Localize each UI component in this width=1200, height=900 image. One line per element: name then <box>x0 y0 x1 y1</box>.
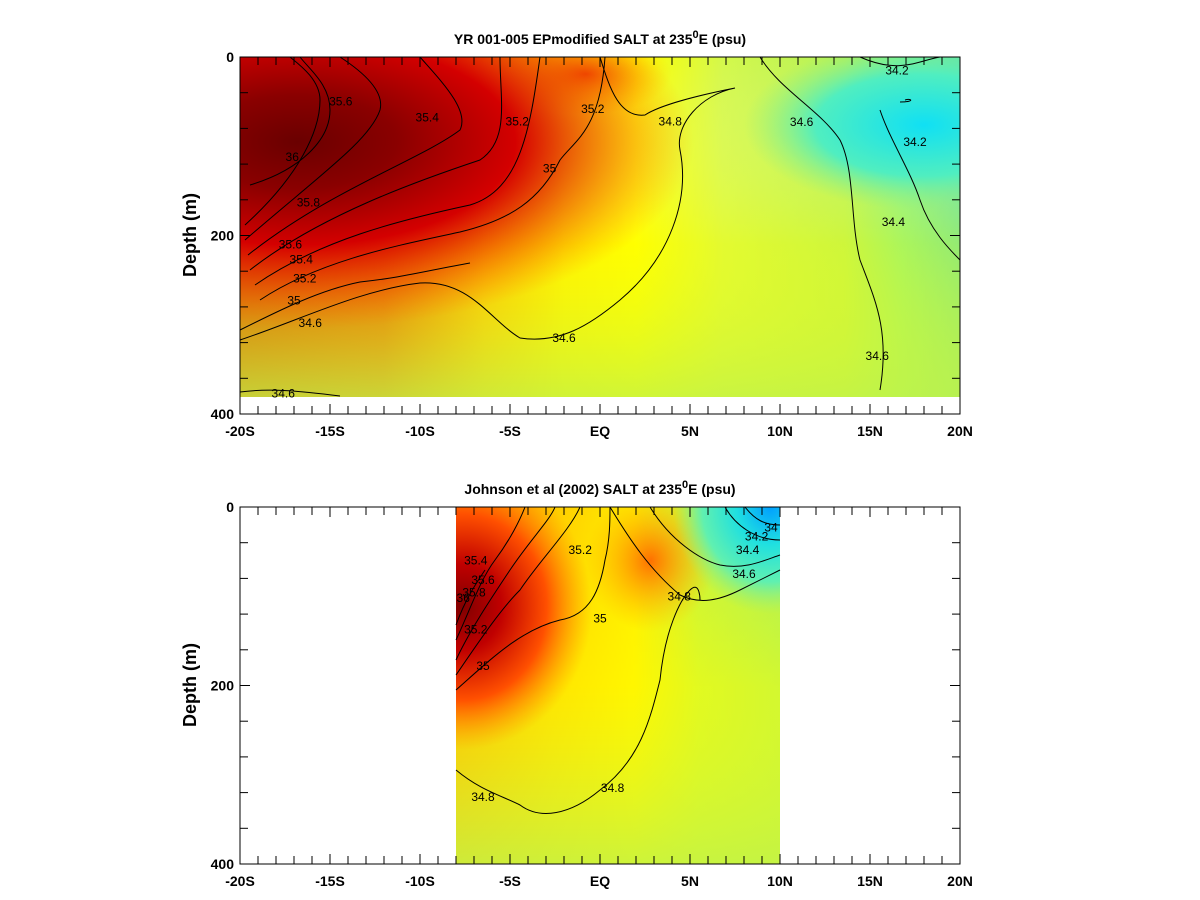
bottom-contour-label: 34.8 <box>601 781 625 795</box>
top-x-tick-labels: -20S -15S -10S -5S EQ 5N 10N 15N 20N <box>225 423 973 439</box>
bottom-contour-label: 35.2 <box>464 622 488 636</box>
top-contour-label: 35.2 <box>581 102 605 116</box>
top-contour-label: 34.6 <box>866 349 890 363</box>
bottom-panel-title: Johnson et al (2002) SALT at 2350E (psu) <box>464 479 735 497</box>
bottom-contours <box>455 506 781 814</box>
bottom-contour-label: 34.4 <box>736 543 760 557</box>
top-contour-label: 34.2 <box>903 135 927 149</box>
top-x-tick-label: EQ <box>590 423 610 439</box>
top-y-tick-labels: 0 200 400 <box>211 49 235 422</box>
bottom-x-tick-labels: -20S -15S -10S -5S EQ 5N 10N 15N 20N <box>225 873 973 889</box>
top-contour-label: 35 <box>287 294 301 308</box>
top-panel: YR 001-005 EPmodified SALT at 2350E (psu… <box>180 29 973 439</box>
bottom-x-tick-label: EQ <box>590 873 610 889</box>
top-contour-label: 34.8 <box>659 114 683 128</box>
top-salinity-field <box>240 57 960 397</box>
top-x-tick-label: -20S <box>225 423 255 439</box>
top-x-tick-label: 10N <box>767 423 793 439</box>
top-contour-label: 34.6 <box>299 316 323 330</box>
top-x-tick-label: -10S <box>405 423 435 439</box>
top-contour-label: 35.4 <box>416 111 440 125</box>
bottom-contour-label: 34.8 <box>471 790 495 804</box>
top-contour-label: 34.6 <box>272 386 296 400</box>
top-contour-label: 35.8 <box>297 195 321 209</box>
top-x-tick-label: 15N <box>857 423 883 439</box>
bottom-x-tick-label: -15S <box>315 873 345 889</box>
bottom-axis-ticks <box>239 506 961 865</box>
bottom-contour-label: 35.8 <box>462 586 486 600</box>
top-x-tick-label: 5N <box>681 423 699 439</box>
bottom-contour-label: 35.6 <box>471 573 495 587</box>
bottom-y-axis-label: Depth (m) <box>180 643 200 727</box>
top-contour-label: 35.4 <box>290 253 314 267</box>
top-y-tick-label: 400 <box>211 406 235 422</box>
top-contour-label: 34.4 <box>882 215 906 229</box>
top-contour-label: 36 <box>286 150 300 164</box>
top-contours <box>239 56 961 397</box>
bottom-y-tick-label: 200 <box>211 678 235 694</box>
top-contour-label: 34.6 <box>790 115 814 129</box>
bottom-x-tick-label: 5N <box>681 873 699 889</box>
bottom-contour-label: 34 <box>764 521 778 535</box>
top-contour-label: 35 <box>543 162 557 176</box>
bottom-contour-label: 36 <box>457 591 471 605</box>
top-y-tick-label: 200 <box>211 228 235 244</box>
top-contour-label: 35.6 <box>329 95 353 109</box>
top-axis-ticks <box>239 56 961 415</box>
bottom-panel: Johnson et al (2002) SALT at 2350E (psu)… <box>180 479 973 889</box>
bottom-contour-label: 34.8 <box>668 589 692 603</box>
bottom-contour-label: 35.4 <box>464 554 488 568</box>
bottom-x-tick-label: 10N <box>767 873 793 889</box>
bottom-x-tick-label: -5S <box>499 873 521 889</box>
bottom-y-tick-label: 0 <box>226 499 234 515</box>
top-contour-label: 34.6 <box>552 331 576 345</box>
top-contour-label: 35.2 <box>506 114 530 128</box>
bottom-contour-label: 35.2 <box>569 543 593 557</box>
top-x-tick-label: -15S <box>315 423 345 439</box>
bottom-contour-label: 34.6 <box>732 567 756 581</box>
top-x-tick-label: 20N <box>947 423 973 439</box>
top-y-tick-label: 0 <box>226 49 234 65</box>
bottom-contour-label: 35 <box>476 659 490 673</box>
top-y-axis-label: Depth (m) <box>180 193 200 277</box>
bottom-x-tick-label: -10S <box>405 873 435 889</box>
bottom-contour-labels: 35.4 35.2 34.234 34.4 34.6 35.635.836 34.8 35 35… <box>457 521 778 805</box>
bottom-y-tick-labels: 0 200 400 <box>211 499 235 872</box>
bottom-x-tick-label: -20S <box>225 873 255 889</box>
bottom-contour-label: 34.2 <box>745 529 769 543</box>
top-contour-label: 35.2 <box>293 271 317 285</box>
top-panel-title: YR 001-005 EPmodified SALT at 2350E (psu… <box>454 29 746 47</box>
top-contour-label: 34.2 <box>885 63 909 77</box>
bottom-x-tick-label: 20N <box>947 873 973 889</box>
bottom-salinity-field <box>456 507 780 864</box>
bottom-y-tick-label: 400 <box>211 856 235 872</box>
top-contour-label: 35.6 <box>279 237 303 251</box>
bottom-x-tick-label: 15N <box>857 873 883 889</box>
bottom-contour-label: 35 <box>593 612 607 626</box>
top-x-tick-label: -5S <box>499 423 521 439</box>
top-contour-labels: 35.6 35.4 35.2 35.2 34.8 34.6 34.2 34.2 36 35 35.8… <box>272 63 927 400</box>
